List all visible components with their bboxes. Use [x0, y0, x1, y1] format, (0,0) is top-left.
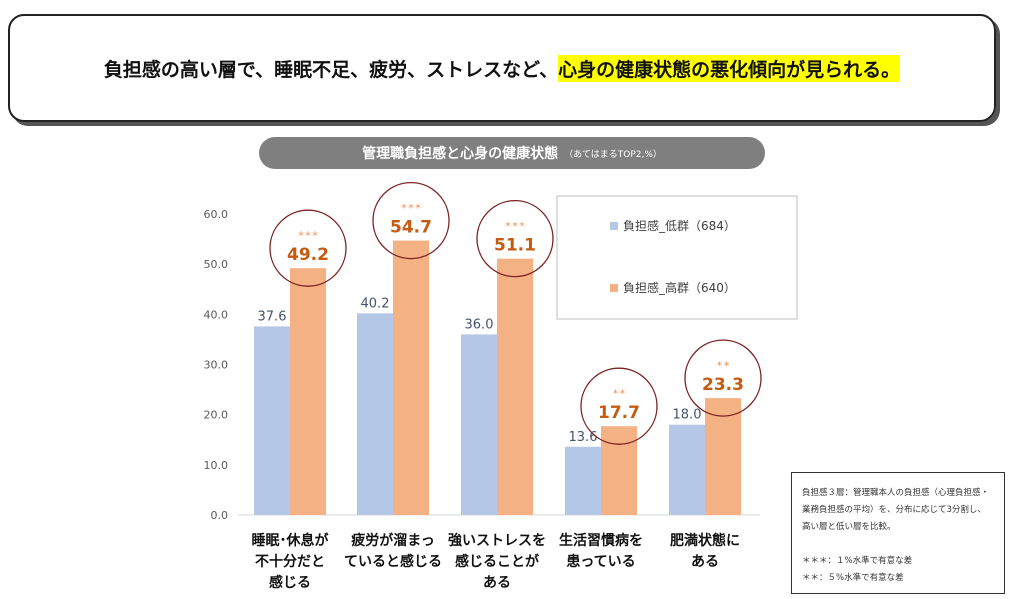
data-label-low: 13.6 — [569, 430, 598, 445]
highlight-circle — [269, 209, 347, 287]
x-category-label: 生活習慣病を — [559, 532, 643, 549]
highlight-circle — [476, 199, 554, 278]
note-line: ＊＊＊：１%水準で有意な差 — [802, 556, 913, 566]
y-tick-label: 50.0 — [204, 258, 229, 271]
x-category-label: 感じる — [269, 574, 311, 591]
significance-mark: ＊＊ — [612, 388, 626, 396]
data-label-high: 23.3 — [702, 375, 744, 395]
headline-highlight: 心身の健康状態の悪化傾向が見られる。 — [558, 54, 901, 82]
significance-mark: ＊＊＊ — [298, 230, 319, 238]
x-category-label: 疲労が溜まっ — [351, 532, 434, 549]
bar-high — [601, 426, 637, 515]
y-tick-label: 60.0 — [204, 208, 229, 221]
data-label-high: 17.7 — [598, 403, 640, 423]
data-label-low: 40.2 — [361, 296, 390, 311]
bar-low — [461, 334, 497, 515]
x-category-label: 不十分だと — [255, 553, 325, 570]
significance-mark: ＊＊ — [716, 360, 730, 368]
bar-low — [565, 446, 601, 515]
headline-box: 負担感の高い層で、睡眠不足、疲労、ストレスなど、 心身の健康状態の悪化傾向が見られ… — [8, 14, 996, 122]
significance-mark: ＊＊＊ — [505, 221, 526, 229]
note-line: 負担感３層：管理職本人の負担感（心理負担感・業務負担感の平均）を、分布に応じて3… — [802, 488, 990, 532]
chart-title-main: 管理職負担感と心身の健康状態 — [362, 146, 559, 162]
x-category-label: ある — [691, 554, 719, 570]
note-box: 負担感３層：管理職本人の負担感（心理負担感・業務負担感の平均）を、分布に応じて3… — [791, 472, 1005, 594]
x-category-label: 感じることが — [455, 553, 540, 570]
legend-label: 負担感_高群（640） — [623, 280, 736, 295]
bar-high — [705, 398, 741, 515]
y-tick-label: 20.0 — [204, 409, 229, 422]
bar-low — [254, 326, 290, 515]
bar-high — [290, 268, 326, 515]
x-category-label: ある — [483, 575, 511, 591]
y-tick-label: 0.0 — [211, 509, 229, 522]
data-label-low: 36.0 — [465, 317, 494, 332]
legend — [556, 195, 798, 320]
legend-label: 負担感_低群（684） — [623, 218, 736, 233]
headline-text: 負担感の高い層で、睡眠不足、疲労、ストレスなど、 — [103, 58, 559, 81]
data-label-low: 37.6 — [258, 309, 287, 324]
bar-high — [497, 258, 533, 515]
highlight-circle — [372, 181, 450, 260]
data-label-high: 49.2 — [287, 245, 329, 265]
highlight-circle — [684, 339, 762, 417]
bar-low — [669, 424, 705, 515]
y-tick-label: 40.0 — [204, 308, 229, 321]
y-tick-label: 30.0 — [204, 359, 229, 372]
bar-low — [357, 313, 393, 515]
legend-swatch — [610, 222, 618, 230]
data-label-low: 18.0 — [673, 408, 702, 423]
highlight-circle — [580, 367, 658, 445]
x-category-label: 睡眠･休息が — [252, 532, 330, 549]
x-category-label: 強いストレスを — [448, 532, 546, 549]
x-category-label: 患っている — [566, 553, 635, 570]
significance-mark: ＊＊＊ — [401, 203, 422, 211]
data-label-high: 54.7 — [390, 218, 432, 238]
y-tick-label: 10.0 — [204, 459, 229, 472]
legend-swatch — [610, 284, 618, 292]
bar-high — [393, 240, 429, 516]
x-category-label: 肥満状態に — [670, 532, 740, 549]
chart-title: 管理職負担感と心身の健康状態 （あてはまるTOP2,%） — [259, 137, 765, 169]
note-line: ＊＊：５%水準で有意な差 — [802, 573, 904, 583]
x-category-label: ていると感じる — [344, 553, 442, 570]
chart-title-sub: （あてはまるTOP2,%） — [564, 149, 662, 160]
data-label-high: 51.1 — [494, 236, 536, 256]
